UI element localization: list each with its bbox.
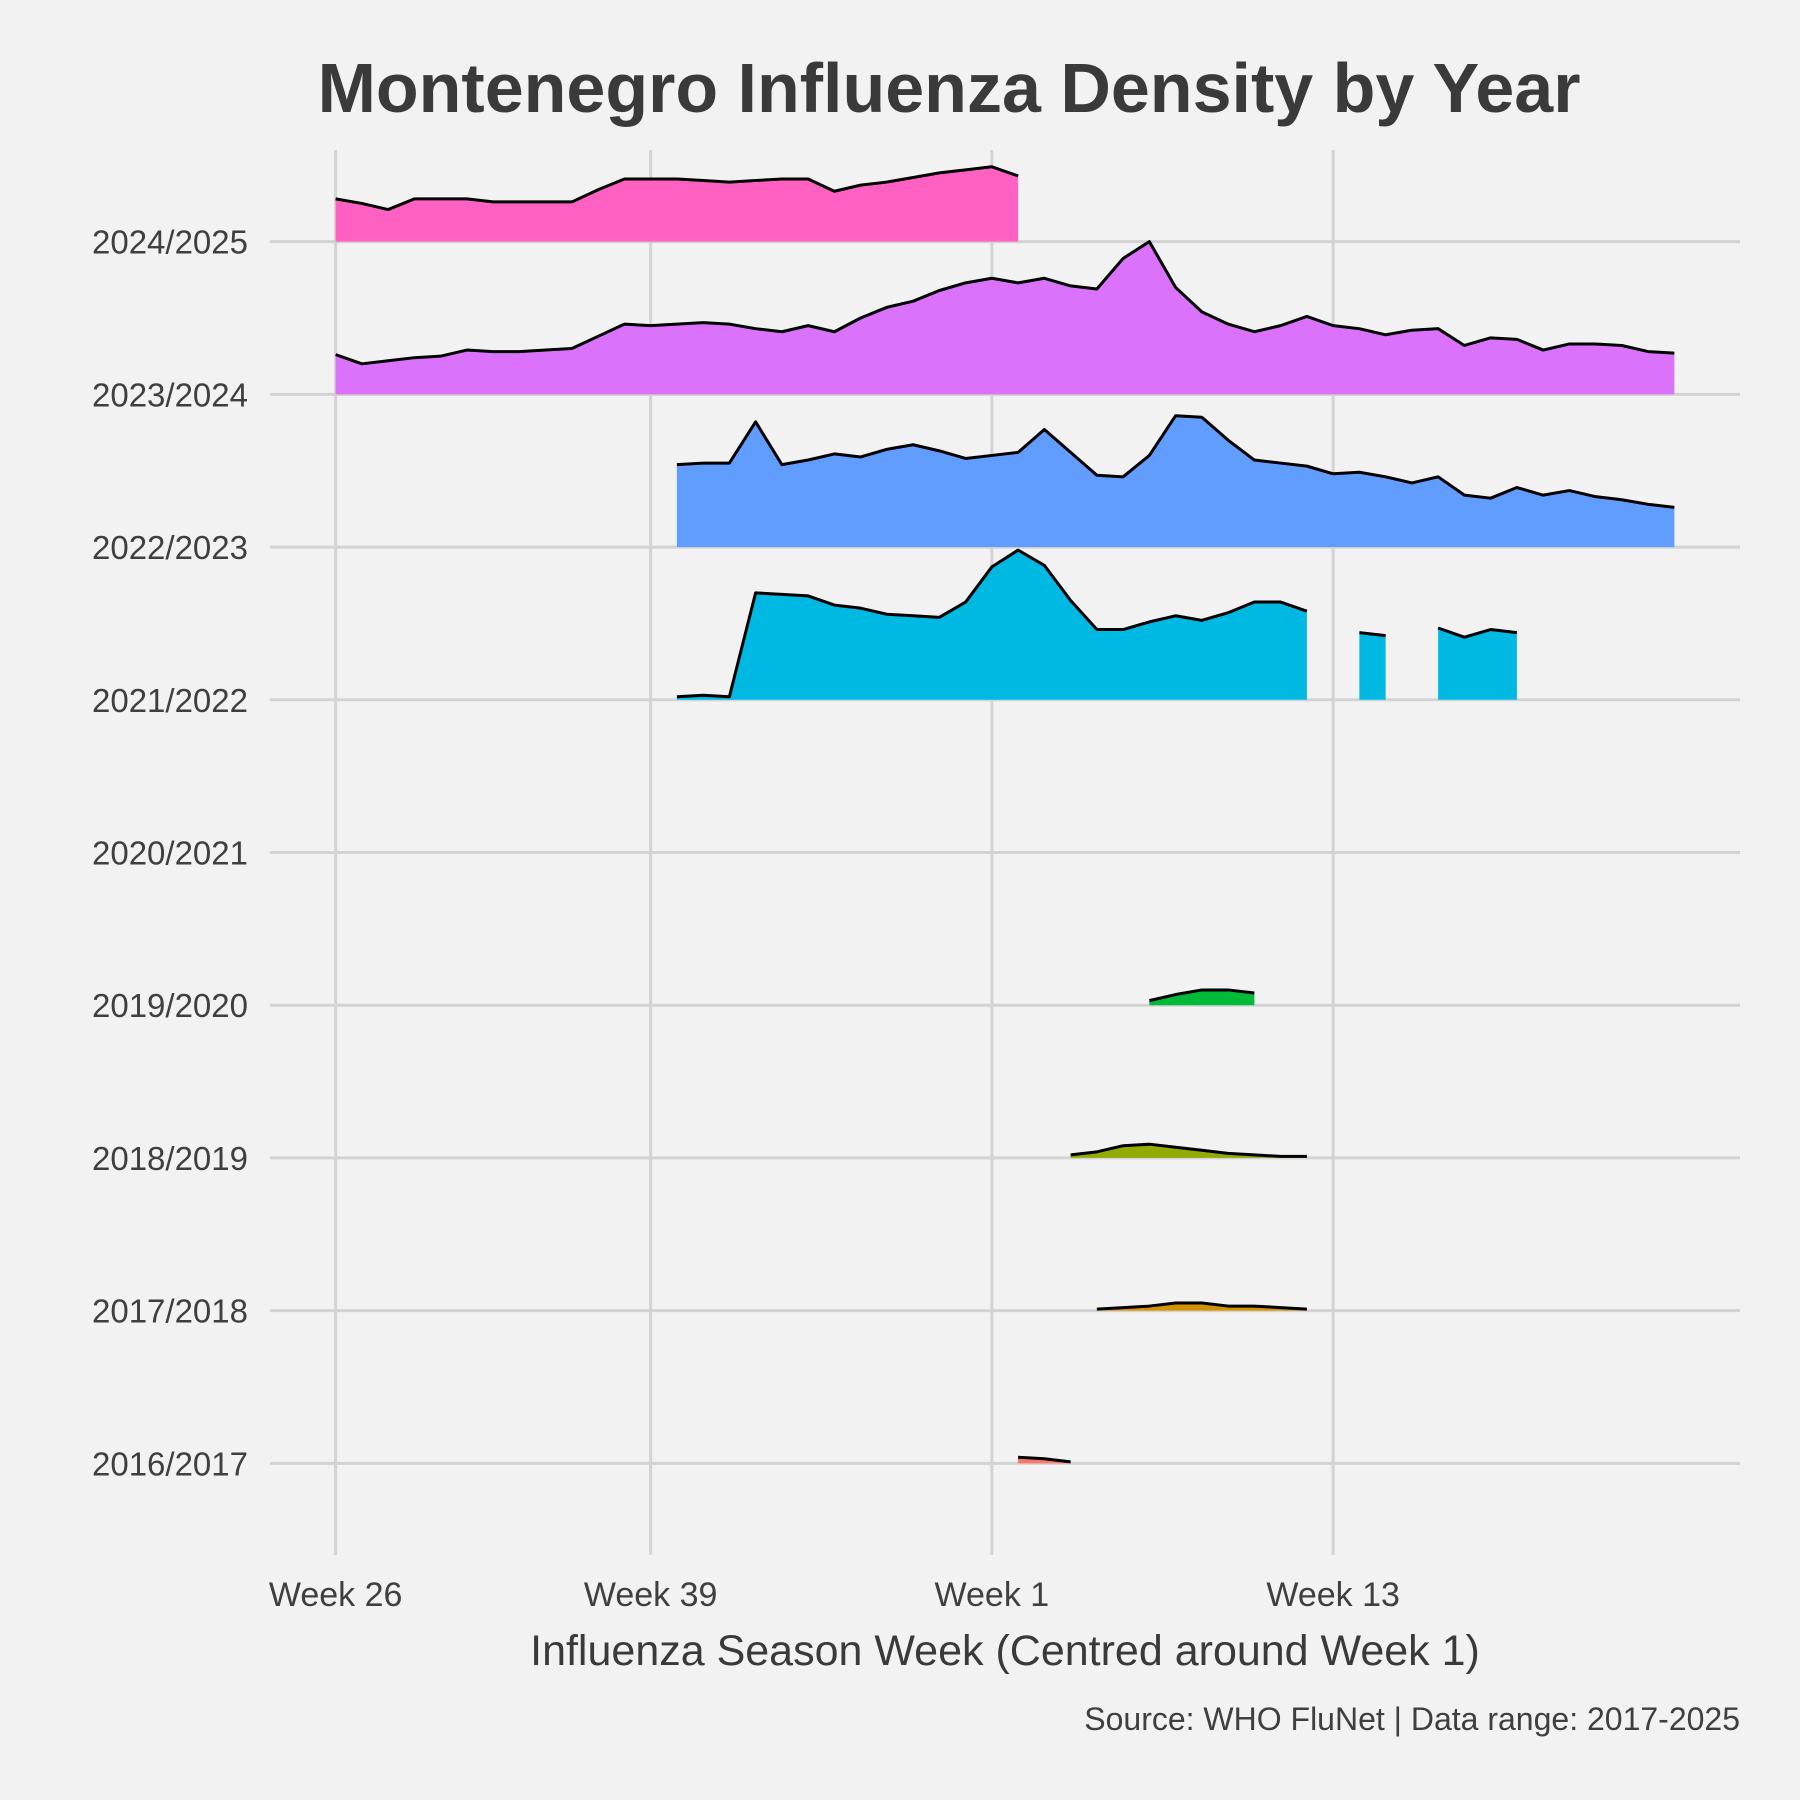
y-tick-label-3: 2019/2020 [92, 987, 248, 1024]
y-tick-label-7: 2023/2024 [92, 376, 248, 413]
chart-caption: Source: WHO FluNet | Data range: 2017-20… [1084, 1701, 1740, 1737]
ridge-2024/2025 [335, 165, 1019, 242]
ridge-2022/2023 [676, 414, 1675, 548]
x-tick-label-3: Week 13 [1266, 1576, 1400, 1614]
y-tick-label-8: 2024/2025 [92, 224, 248, 261]
y-gridlines [270, 240, 1740, 1465]
ridge-area-2024/2025-0 [335, 166, 1019, 242]
ridge-area-2019/2020-0 [1149, 989, 1255, 1006]
ridge-line-2019/2020-0 [1149, 988, 1255, 1003]
ridge-line-2022/2023-0 [676, 414, 1675, 509]
ridge-2023/2024 [335, 240, 1675, 395]
ridge-2016/2017 [1018, 1455, 1071, 1464]
ridge-2018/2019 [1070, 1142, 1307, 1158]
x-axis-ticks: Week 26 Week 39 Week 1 Week 13 [269, 1576, 1400, 1614]
y-tick-label-4: 2020/2021 [92, 835, 248, 872]
y-axis-ticks: 2016/2017 2017/2018 2018/2019 2019/2020 2020… [92, 224, 248, 1483]
y-tick-label-6: 2022/2023 [92, 529, 248, 566]
ridge-line-2021/2022-0 [676, 548, 1308, 699]
y-tick-label-1: 2017/2018 [92, 1293, 248, 1330]
ridge-line-2018/2019-0 [1070, 1142, 1307, 1158]
ridge-line-2021/2022-1 [1359, 631, 1386, 638]
ridge-line-2023/2024-0 [335, 240, 1675, 366]
ridge-line-2017/2018-0 [1096, 1301, 1307, 1311]
ridge-2017/2018 [1096, 1301, 1307, 1311]
ridge-area-2022/2023-0 [676, 415, 1675, 548]
x-tick-label-1: Week 39 [584, 1576, 718, 1614]
x-axis-label: Influenza Season Week (Centred around We… [530, 1627, 1480, 1675]
ridge-line-2024/2025-0 [335, 165, 1019, 212]
ridge-area-2021/2022-2 [1438, 628, 1517, 700]
y-tick-label-2: 2018/2019 [92, 1140, 248, 1177]
ridge-2021/2022 [676, 548, 1518, 700]
ridge-line-2016/2017-0 [1018, 1455, 1071, 1464]
y-tick-label-0: 2016/2017 [92, 1445, 248, 1482]
x-tick-label-0: Week 26 [269, 1576, 403, 1614]
ridge-area-2018/2019-0 [1070, 1144, 1307, 1158]
y-tick-label-5: 2021/2022 [92, 682, 248, 719]
x-tick-label-2: Week 1 [935, 1576, 1050, 1614]
ridge-area-2023/2024-0 [335, 241, 1675, 395]
ridges [335, 165, 1675, 1464]
ridge-area-2021/2022-0 [676, 550, 1307, 700]
ridge-area-2021/2022-1 [1359, 632, 1386, 700]
chart-title: Montenegro Influenza Density by Year [318, 49, 1581, 127]
ridge-line-2021/2022-2 [1437, 626, 1518, 639]
ridge-area-2017/2018-0 [1096, 1303, 1307, 1311]
ridge-2019/2020 [1149, 988, 1255, 1006]
